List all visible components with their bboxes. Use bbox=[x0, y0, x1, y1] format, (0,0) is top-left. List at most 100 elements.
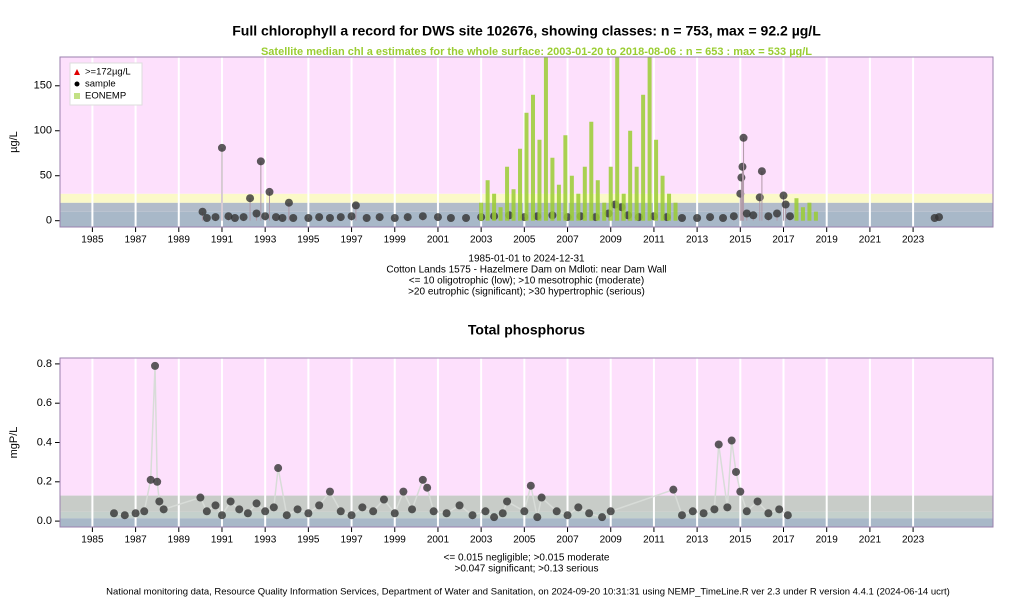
satellite-bar bbox=[667, 193, 672, 221]
sample-point bbox=[710, 505, 719, 514]
satellite-bar bbox=[628, 130, 633, 221]
sample-point bbox=[211, 501, 220, 510]
x-tick-label: 2017 bbox=[772, 535, 795, 546]
x-tick-label: 2007 bbox=[556, 535, 579, 546]
sample-point bbox=[293, 505, 302, 514]
y-tick-label: 0.8 bbox=[37, 358, 52, 370]
sample-point bbox=[289, 214, 298, 223]
sample-point bbox=[151, 361, 160, 370]
legend-box bbox=[69, 62, 143, 106]
sample-point bbox=[347, 511, 356, 520]
satellite-bar bbox=[479, 202, 484, 221]
sample-point bbox=[131, 509, 140, 518]
sample-point bbox=[706, 213, 715, 222]
sample-point bbox=[315, 213, 324, 222]
x-tick-label: 2011 bbox=[643, 235, 665, 246]
satellite-bar bbox=[537, 139, 542, 221]
sample-point bbox=[563, 511, 572, 520]
sample-point bbox=[490, 513, 499, 522]
sample-point bbox=[429, 507, 438, 516]
sample-point bbox=[153, 477, 162, 486]
sample-point bbox=[325, 214, 334, 223]
satellite-bar bbox=[485, 180, 490, 221]
sample-point bbox=[358, 503, 367, 512]
sample-point bbox=[347, 212, 356, 221]
sample-point bbox=[252, 209, 261, 218]
sample-point bbox=[269, 503, 278, 512]
sample-point bbox=[738, 162, 747, 171]
sample-point bbox=[764, 509, 773, 518]
sample-point bbox=[399, 487, 408, 496]
x-tick-label: 2017 bbox=[772, 235, 795, 246]
sample-point bbox=[390, 509, 399, 518]
satellite-bar bbox=[673, 202, 678, 221]
sample-point bbox=[226, 497, 235, 506]
sample-point bbox=[243, 509, 252, 518]
x-tick-label: 2019 bbox=[816, 535, 839, 546]
y-axis-label: mgP/L bbox=[8, 427, 20, 459]
sample-point bbox=[315, 501, 324, 510]
sample-point bbox=[379, 495, 388, 504]
satellite-bar bbox=[615, 57, 620, 221]
x-tick-label: 1991 bbox=[211, 535, 234, 546]
chart-title: Full chlorophyll a record for DWS site 1… bbox=[232, 23, 821, 39]
sample-point bbox=[239, 213, 248, 222]
x-tick-label: 2005 bbox=[513, 235, 536, 246]
sample-point bbox=[552, 507, 561, 516]
sample-point bbox=[462, 214, 471, 223]
sample-point bbox=[120, 511, 129, 520]
sample-point bbox=[284, 198, 293, 207]
sample-point bbox=[265, 187, 274, 196]
sample-point bbox=[699, 509, 708, 518]
sample-point bbox=[235, 505, 244, 514]
satellite-bar bbox=[550, 157, 555, 221]
sample-point bbox=[390, 214, 399, 223]
sample-point bbox=[403, 213, 412, 222]
sample-point bbox=[278, 214, 287, 223]
x-tick-label: 2013 bbox=[686, 235, 709, 246]
satellite-bar bbox=[807, 202, 812, 221]
y-tick-label: 0.6 bbox=[37, 397, 52, 409]
sample-point bbox=[140, 507, 149, 516]
satellite-bar bbox=[556, 184, 561, 221]
satellite-bar bbox=[589, 121, 594, 221]
satellite-bar bbox=[524, 112, 529, 221]
x-tick-label: 1989 bbox=[168, 535, 191, 546]
sample-point bbox=[727, 436, 736, 445]
chart-subtitle: Satellite median chl a estimates for the… bbox=[261, 46, 812, 58]
legend-symbol bbox=[74, 69, 80, 75]
sample-point bbox=[585, 509, 594, 518]
satellite-bar bbox=[800, 207, 805, 221]
sample-point bbox=[261, 212, 270, 221]
axis-note: >0.047 significant; >0.13 serious bbox=[455, 564, 599, 575]
sample-point bbox=[274, 464, 283, 473]
legend-label: EONEMP bbox=[85, 91, 126, 102]
sample-point bbox=[196, 493, 205, 502]
sample-point bbox=[739, 133, 748, 142]
satellite-bar bbox=[634, 166, 639, 221]
sample-point bbox=[155, 497, 164, 506]
x-tick-label: 2015 bbox=[729, 235, 752, 246]
satellite-bar bbox=[813, 211, 818, 221]
sample-point bbox=[304, 214, 313, 223]
sample-point bbox=[723, 503, 732, 512]
sample-point bbox=[503, 497, 512, 506]
satellite-bar bbox=[621, 193, 626, 221]
legend-label: >=172µg/L bbox=[85, 67, 131, 78]
sample-point bbox=[781, 200, 790, 209]
sample-point bbox=[537, 493, 546, 502]
satellite-bar bbox=[602, 202, 607, 221]
x-tick-label: 1993 bbox=[254, 235, 277, 246]
sample-point bbox=[775, 505, 784, 514]
sample-point bbox=[362, 214, 371, 223]
sample-point bbox=[719, 214, 728, 223]
satellite-bar bbox=[563, 135, 568, 221]
satellite-bar bbox=[518, 148, 523, 221]
y-axis-label: µg/L bbox=[8, 131, 20, 153]
sample-point bbox=[678, 214, 686, 223]
satellite-bar bbox=[543, 57, 548, 221]
sample-point bbox=[749, 211, 758, 220]
x-tick-label: 2023 bbox=[902, 535, 925, 546]
sample-point bbox=[351, 201, 360, 210]
